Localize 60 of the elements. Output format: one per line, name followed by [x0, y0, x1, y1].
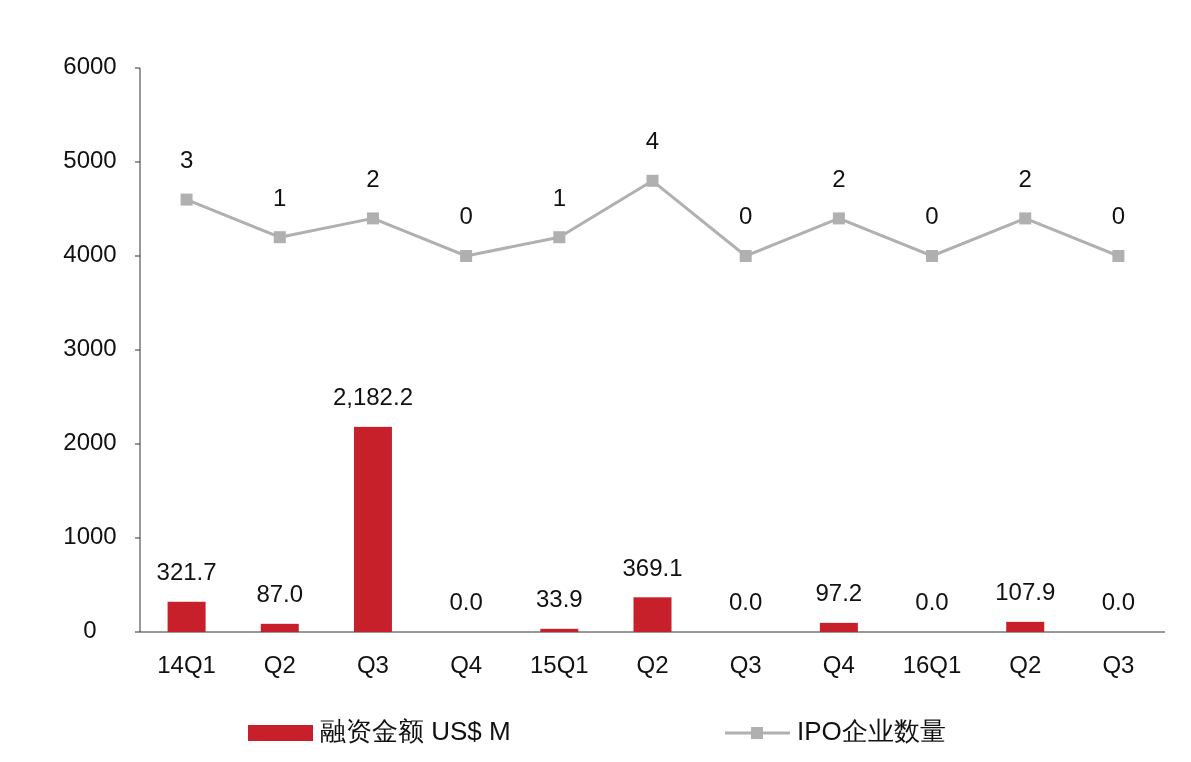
ytick: 2000 — [63, 428, 117, 456]
value-label: 0.0 — [1101, 588, 1136, 616]
xtick: Q2 — [636, 651, 669, 679]
value-label: 33.9 — [535, 585, 583, 613]
xtick: 14Q1 — [157, 651, 216, 679]
ytick: 1000 — [63, 522, 117, 550]
value-label: 0.0 — [449, 588, 483, 616]
value-label: 107.9 — [995, 578, 1056, 606]
xtick: Q4 — [822, 651, 855, 679]
value-label: 0 — [925, 202, 939, 230]
value-label: 3 — [179, 145, 194, 173]
value-label: 87.0 — [256, 580, 304, 608]
xtick: Q2 — [1009, 651, 1042, 679]
value-label: 0 — [1111, 202, 1126, 230]
xtick: Q3 — [1102, 651, 1135, 679]
value-label: 369.1 — [622, 553, 683, 581]
xtick: 15Q1 — [529, 651, 589, 679]
xtick: Q2 — [263, 651, 296, 679]
value-label: 1 — [552, 183, 566, 211]
ytick: 5000 — [63, 146, 117, 174]
point — [553, 231, 566, 244]
bar — [353, 426, 392, 632]
point — [1019, 212, 1032, 225]
value-label: 4 — [645, 127, 660, 155]
xtick: Q3 — [356, 651, 389, 679]
value-label: 0.0 — [915, 588, 949, 616]
bar — [1006, 621, 1045, 632]
value-label: 2 — [366, 164, 380, 192]
ytick: 4000 — [63, 240, 117, 268]
point — [1112, 250, 1125, 262]
ytick: 6000 — [63, 52, 117, 80]
point — [273, 231, 286, 244]
value-label: 0 — [739, 202, 753, 230]
bar — [167, 601, 206, 632]
value-label: 1 — [273, 183, 287, 211]
value-label: 2 — [1018, 164, 1032, 192]
value-label: 97.2 — [815, 579, 863, 607]
value-label: 321.7 — [156, 558, 217, 586]
xtick: 16Q1 — [902, 651, 962, 679]
point — [739, 250, 752, 262]
bar — [540, 628, 579, 632]
bar — [819, 622, 858, 632]
ytick: 0 — [83, 616, 97, 644]
xtick: Q4 — [450, 651, 483, 679]
value-label: 2,182.2 — [332, 383, 413, 411]
value-label: 0.0 — [729, 588, 763, 616]
value-label: 0 — [459, 202, 473, 230]
xtick: Q3 — [729, 651, 762, 679]
legend-text: IPO企业数量 — [797, 715, 946, 746]
bar — [260, 623, 299, 632]
point — [180, 193, 193, 206]
point — [832, 212, 845, 225]
bar — [633, 597, 672, 632]
value-label: 2 — [832, 164, 846, 192]
point — [366, 212, 379, 225]
legend-text: 融资金额 US$ M — [320, 715, 511, 746]
point — [926, 250, 939, 262]
point — [460, 250, 473, 262]
point — [646, 174, 659, 187]
ytick: 3000 — [63, 334, 117, 362]
